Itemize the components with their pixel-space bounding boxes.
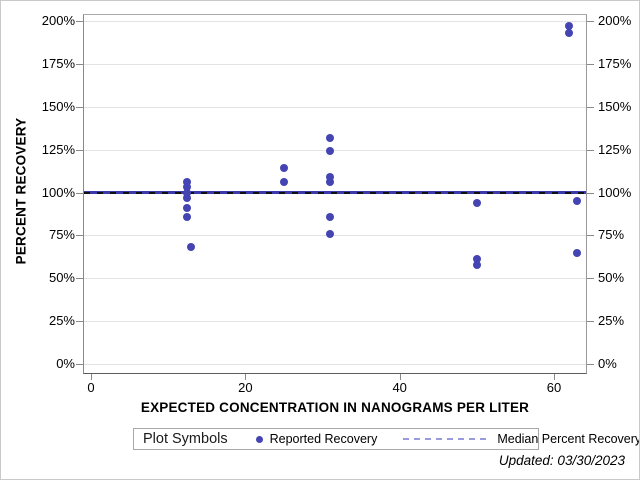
gridline (84, 278, 586, 280)
y-tick-mark (76, 149, 83, 151)
legend-item-label: Reported Recovery (269, 432, 378, 446)
gridline (84, 149, 586, 151)
y-tick-mark (76, 235, 83, 237)
y-tick-label: 100% (598, 184, 632, 200)
gridline (84, 106, 586, 108)
y-tick-mark (76, 321, 83, 323)
data-point (326, 212, 335, 221)
y-tick-label: 100% (41, 184, 75, 200)
y-tick-label: 50% (598, 270, 625, 286)
data-point (573, 248, 582, 257)
y-tick-label: 150% (598, 98, 632, 114)
plot-area (83, 14, 587, 374)
data-point (183, 188, 192, 197)
y-tick-label: 175% (41, 55, 75, 71)
data-point (565, 29, 574, 37)
y-tick-mark (76, 278, 83, 280)
data-point (183, 178, 192, 187)
data-point (565, 22, 574, 31)
y-tick-label: 150% (41, 98, 75, 114)
data-point (183, 212, 192, 221)
x-axis-title: EXPECTED CONCENTRATION IN NANOGRAMS PER … (140, 400, 530, 415)
legend-item-reported-recovery: Reported Recovery (255, 432, 378, 446)
data-point (326, 229, 335, 238)
gridline (84, 63, 586, 65)
x-tick-mark (91, 374, 92, 380)
x-tick-label: 40 (392, 380, 407, 395)
data-point (183, 183, 192, 192)
y-tick-mark (587, 192, 594, 194)
y-tick-label: 75% (48, 227, 75, 243)
y-tick-label: 0% (598, 356, 617, 371)
x-tick-label: 0 (87, 380, 95, 395)
x-tick-mark (245, 374, 247, 380)
y-tick-label: 50% (48, 270, 75, 286)
y-tick-mark (587, 21, 594, 22)
y-tick-mark (587, 63, 594, 65)
dot-marker-icon (255, 435, 263, 443)
y-tick-mark (76, 364, 83, 365)
data-point (279, 178, 288, 187)
y-tick-label: 200% (598, 13, 632, 28)
y-tick-mark (587, 321, 594, 323)
updated-timestamp: Updated: 03/30/2023 (498, 453, 625, 468)
y-tick-mark (587, 149, 594, 151)
y-tick-mark (76, 192, 83, 194)
data-point (573, 197, 582, 206)
y-tick-label: 125% (598, 141, 632, 157)
y-tick-mark (587, 278, 594, 280)
y-tick-mark (587, 235, 594, 237)
gridline (84, 21, 586, 22)
data-point (472, 260, 481, 269)
y-tick-label: 200% (41, 13, 75, 28)
y-tick-label: 75% (598, 227, 625, 243)
y-tick-label: 0% (56, 356, 75, 371)
gridline (84, 321, 586, 323)
y-tick-label: 25% (598, 313, 625, 329)
data-point (472, 198, 481, 207)
y-tick-label: 25% (48, 313, 75, 329)
y-tick-mark (587, 106, 594, 108)
y-tick-mark (76, 21, 83, 22)
reference-line-100pct (84, 191, 586, 194)
data-point (187, 243, 196, 252)
data-point (326, 133, 335, 142)
median-recovery-dashed-line (84, 191, 586, 194)
data-point (472, 255, 481, 264)
y-tick-mark (76, 63, 83, 65)
data-point (326, 173, 335, 182)
y-tick-label: 175% (598, 55, 632, 71)
x-tick-label: 60 (546, 380, 562, 395)
data-point (279, 164, 288, 173)
x-tick-label: 20 (238, 380, 253, 395)
gridline (84, 364, 586, 365)
gridline (84, 235, 586, 237)
data-point (183, 193, 192, 202)
x-tick-mark (399, 374, 401, 380)
plot-symbols-legend: Plot Symbols Reported Recovery Median Pe… (133, 428, 639, 450)
y-axis-title: PERCENT RECOVERY (13, 117, 29, 265)
legend-item-median-recovery: Median Percent Recovery (403, 432, 640, 446)
data-point (183, 203, 192, 212)
legend-title: Plot Symbols (143, 431, 228, 447)
data-point (326, 178, 335, 187)
y-tick-mark (76, 106, 83, 108)
legend-item-label: Median Percent Recovery (497, 432, 640, 446)
x-tick-mark (554, 374, 556, 380)
y-tick-mark (587, 364, 594, 365)
dashed-line-icon (403, 438, 488, 440)
data-point (326, 147, 335, 156)
y-tick-label: 125% (41, 141, 75, 157)
